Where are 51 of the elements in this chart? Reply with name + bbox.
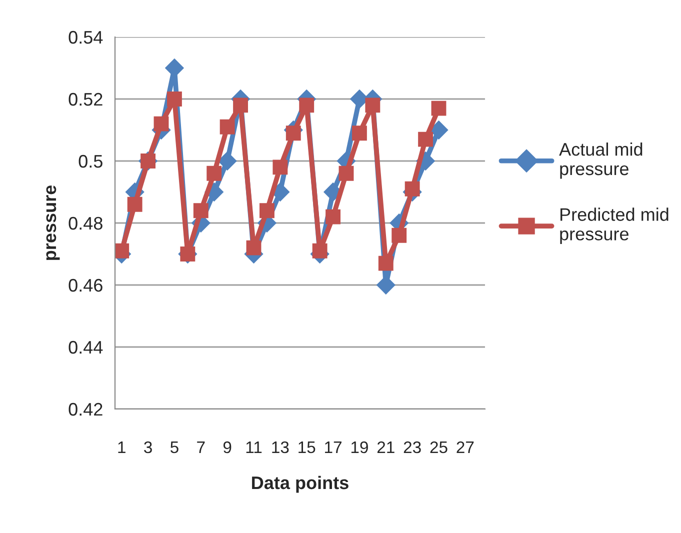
point bbox=[338, 166, 354, 181]
point bbox=[220, 119, 235, 134]
y-tick-label: 0.54 bbox=[68, 30, 103, 44]
x-tick-label: 11 bbox=[246, 442, 262, 454]
x-tick-label: 23 bbox=[404, 441, 421, 454]
y-tick-label: 0.5 bbox=[78, 154, 102, 168]
point bbox=[326, 209, 340, 224]
point bbox=[233, 98, 248, 113]
point bbox=[115, 243, 130, 258]
y-axis-title: pressure bbox=[46, 185, 60, 260]
x-tick-label: 13 bbox=[272, 441, 289, 454]
x-tick-label: 1 bbox=[118, 442, 126, 454]
x-tick-label: 15 bbox=[298, 442, 316, 454]
x-tick-label: 5 bbox=[170, 442, 178, 454]
x-tick-label: 27 bbox=[456, 441, 474, 454]
point bbox=[429, 120, 448, 140]
point bbox=[418, 132, 433, 147]
point bbox=[167, 92, 182, 106]
legend-label: Predicted mid pressure bbox=[560, 208, 668, 244]
y-tick-label: 0.42 bbox=[68, 402, 102, 416]
point bbox=[180, 246, 196, 262]
point bbox=[218, 152, 237, 170]
x-tick-label: 7 bbox=[197, 442, 205, 454]
point bbox=[404, 181, 420, 196]
legend-label: Actual mid pressure bbox=[559, 142, 642, 179]
point bbox=[193, 203, 208, 218]
x-tick-label: 17 bbox=[325, 442, 342, 454]
x-tick-label: 19 bbox=[351, 441, 368, 454]
point bbox=[365, 98, 380, 113]
point bbox=[206, 166, 222, 181]
point bbox=[378, 256, 394, 271]
point bbox=[299, 98, 314, 113]
y-tick-label: 0.46 bbox=[68, 278, 102, 292]
point bbox=[272, 160, 288, 175]
x-tick-label: 25 bbox=[430, 441, 448, 454]
point bbox=[127, 196, 142, 212]
y-tick-label: 0.44 bbox=[68, 340, 103, 354]
point bbox=[431, 100, 446, 116]
x-axis-title: Data points bbox=[252, 476, 348, 493]
x-tick-label: 21 bbox=[377, 441, 394, 454]
y-tick-label: 0.48 bbox=[68, 216, 102, 230]
point bbox=[392, 228, 407, 243]
point bbox=[286, 126, 301, 141]
point bbox=[260, 203, 274, 218]
point bbox=[352, 126, 367, 141]
x-tick-label: 9 bbox=[223, 441, 232, 454]
x-tick-label: 3 bbox=[144, 441, 152, 454]
point bbox=[246, 240, 262, 256]
point bbox=[312, 243, 328, 258]
y-tick-label: 0.52 bbox=[68, 92, 102, 106]
point bbox=[154, 116, 169, 132]
